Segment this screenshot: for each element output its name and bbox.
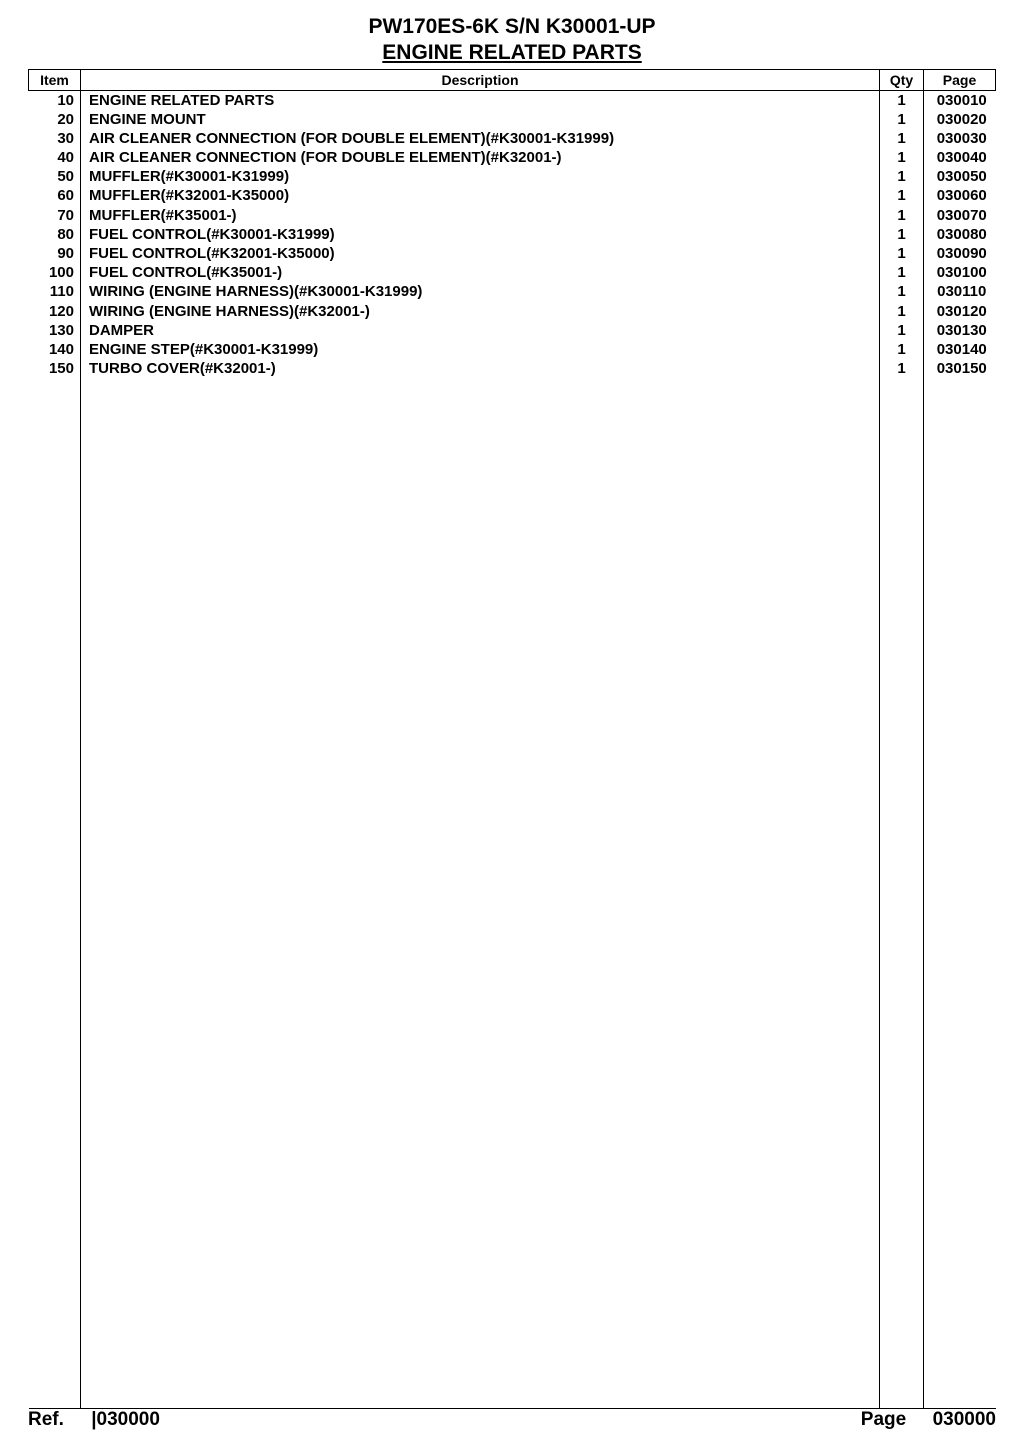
table-row: 40 AIR CLEANER CONNECTION (FOR DOUBLE EL… [29,148,996,167]
table-body: 10 ENGINE RELATED PARTS 1 030010 20 ENGI… [29,90,996,1408]
cell-qty: 1 [880,282,924,301]
page-footer: Ref. |030000 Page 030000 [28,1409,996,1431]
cell-qty: 1 [880,148,924,167]
table-row: 50 MUFFLER(#K30001-K31999) 1 030050 [29,167,996,186]
cell-item: 140 [29,340,81,359]
table-row: 120 WIRING (ENGINE HARNESS)(#K32001-) 1 … [29,302,996,321]
footer-left: Ref. |030000 [28,1409,160,1431]
cell-page: 030090 [924,244,996,263]
cell-description: WIRING (ENGINE HARNESS)(#K32001-) [81,302,880,321]
cell-page: 030030 [924,129,996,148]
cell-page: 030110 [924,282,996,301]
cell-page: 030060 [924,186,996,205]
cell-qty: 1 [880,90,924,110]
cell-item: 60 [29,186,81,205]
cell-description: ENGINE STEP(#K30001-K31999) [81,340,880,359]
col-header-qty: Qty [880,69,924,90]
cell-qty: 1 [880,340,924,359]
cell-description: ENGINE RELATED PARTS [81,90,880,110]
table-row: 130 DAMPER 1 030130 [29,321,996,340]
cell-description: FUEL CONTROL(#K30001-K31999) [81,225,880,244]
cell-page: 030100 [924,263,996,282]
cell-qty: 1 [880,129,924,148]
cell-qty: 1 [880,263,924,282]
col-header-item: Item [29,69,81,90]
cell-description: MUFFLER(#K32001-K35000) [81,186,880,205]
title-line-2: ENGINE RELATED PARTS [28,40,996,66]
cell-page: 030130 [924,321,996,340]
table-row: 100 FUEL CONTROL(#K35001-) 1 030100 [29,263,996,282]
table-row: 140 ENGINE STEP(#K30001-K31999) 1 030140 [29,340,996,359]
table-spacer [29,378,996,1408]
footer-ref-value: |030000 [91,1409,160,1430]
cell-item: 20 [29,110,81,129]
col-header-page: Page [924,69,996,90]
cell-item: 70 [29,206,81,225]
cell-qty: 1 [880,206,924,225]
cell-item: 110 [29,282,81,301]
cell-item: 30 [29,129,81,148]
table-row: 60 MUFFLER(#K32001-K35000) 1 030060 [29,186,996,205]
table-row: 90 FUEL CONTROL(#K32001-K35000) 1 030090 [29,244,996,263]
parts-table: Item Description Qty Page 10 ENGINE RELA… [28,69,996,1409]
table-row: 150 TURBO COVER(#K32001-) 1 030150 [29,359,996,378]
table-row: 30 AIR CLEANER CONNECTION (FOR DOUBLE EL… [29,129,996,148]
cell-description: WIRING (ENGINE HARNESS)(#K30001-K31999) [81,282,880,301]
cell-page: 030050 [924,167,996,186]
cell-description: MUFFLER(#K35001-) [81,206,880,225]
cell-item: 150 [29,359,81,378]
cell-item: 80 [29,225,81,244]
cell-page: 030080 [924,225,996,244]
cell-item: 90 [29,244,81,263]
cell-page: 030020 [924,110,996,129]
cell-item: 120 [29,302,81,321]
cell-qty: 1 [880,321,924,340]
table-row: 80 FUEL CONTROL(#K30001-K31999) 1 030080 [29,225,996,244]
cell-item: 50 [29,167,81,186]
cell-page: 030140 [924,340,996,359]
table-row: 70 MUFFLER(#K35001-) 1 030070 [29,206,996,225]
cell-description: MUFFLER(#K30001-K31999) [81,167,880,186]
cell-page: 030150 [924,359,996,378]
cell-description: AIR CLEANER CONNECTION (FOR DOUBLE ELEME… [81,129,880,148]
cell-description: FUEL CONTROL(#K35001-) [81,263,880,282]
footer-right: Page 030000 [861,1409,996,1431]
cell-description: TURBO COVER(#K32001-) [81,359,880,378]
cell-item: 130 [29,321,81,340]
table-header-row: Item Description Qty Page [29,69,996,90]
page: PW170ES-6K S/N K30001-UP ENGINE RELATED … [0,0,1024,1449]
cell-qty: 1 [880,302,924,321]
footer-ref-label: Ref. [28,1409,64,1430]
document-title: PW170ES-6K S/N K30001-UP ENGINE RELATED … [28,14,996,67]
table-row: 110 WIRING (ENGINE HARNESS)(#K30001-K319… [29,282,996,301]
title-line-1: PW170ES-6K S/N K30001-UP [28,14,996,40]
table-row: 20 ENGINE MOUNT 1 030020 [29,110,996,129]
cell-description: AIR CLEANER CONNECTION (FOR DOUBLE ELEME… [81,148,880,167]
cell-qty: 1 [880,110,924,129]
footer-page-label: Page [861,1409,906,1430]
cell-description: ENGINE MOUNT [81,110,880,129]
cell-qty: 1 [880,244,924,263]
cell-page: 030120 [924,302,996,321]
table-row: 10 ENGINE RELATED PARTS 1 030010 [29,90,996,110]
cell-page: 030010 [924,90,996,110]
cell-qty: 1 [880,225,924,244]
cell-item: 40 [29,148,81,167]
cell-description: FUEL CONTROL(#K32001-K35000) [81,244,880,263]
cell-item: 10 [29,90,81,110]
cell-item: 100 [29,263,81,282]
col-header-description: Description [81,69,880,90]
cell-description: DAMPER [81,321,880,340]
footer-page-value: 030000 [933,1409,996,1430]
cell-qty: 1 [880,186,924,205]
cell-qty: 1 [880,359,924,378]
cell-page: 030070 [924,206,996,225]
cell-page: 030040 [924,148,996,167]
cell-qty: 1 [880,167,924,186]
